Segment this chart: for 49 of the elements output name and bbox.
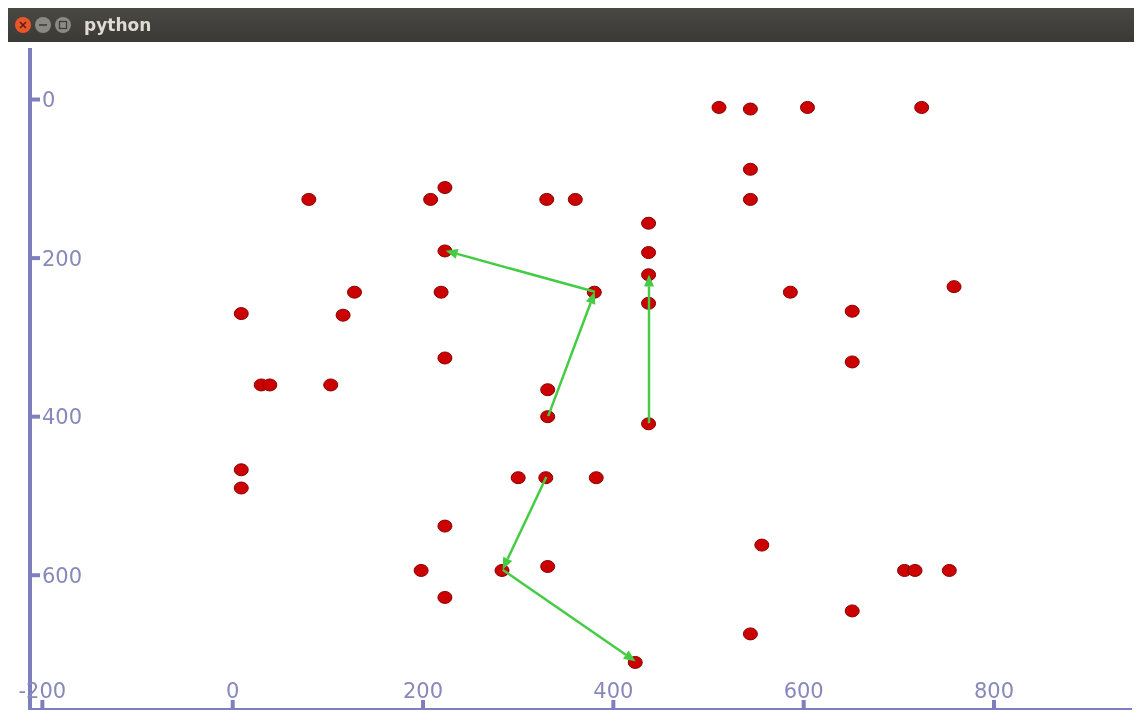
point [437, 351, 453, 365]
point [233, 463, 249, 477]
x-tick-label: 0 [226, 679, 240, 703]
point [567, 192, 583, 206]
y-tick-label: 200 [42, 246, 83, 271]
point [335, 308, 351, 322]
x-tick-label: 600 [783, 679, 824, 703]
y-tick-label: 400 [42, 405, 83, 430]
point [588, 471, 604, 485]
point [641, 216, 657, 230]
y-tick-label: 600 [42, 563, 83, 588]
point [782, 285, 798, 299]
chart-title: python [84, 15, 152, 35]
point [907, 563, 923, 577]
point [941, 563, 957, 577]
point [742, 192, 758, 206]
point [347, 285, 363, 299]
x-tick-label: 200 [402, 679, 444, 703]
y-tick-label: 0 [42, 87, 56, 112]
point [233, 307, 249, 321]
point [540, 560, 556, 573]
point [423, 192, 439, 206]
x-tick-label: 400 [593, 679, 634, 703]
point [413, 563, 429, 577]
point [799, 100, 815, 114]
point [301, 192, 317, 206]
point [754, 538, 770, 552]
point [742, 102, 758, 116]
point [844, 604, 860, 618]
point [742, 162, 758, 176]
point [437, 590, 453, 604]
point [433, 285, 449, 299]
point [844, 304, 860, 318]
point [641, 417, 657, 431]
point [233, 481, 249, 495]
point [711, 100, 727, 114]
point [742, 627, 758, 641]
point [437, 519, 453, 533]
point [323, 378, 339, 392]
point [641, 246, 657, 260]
point [844, 355, 860, 369]
point [946, 280, 962, 294]
point [437, 181, 453, 195]
point [262, 378, 278, 392]
point [540, 383, 556, 397]
point [539, 192, 555, 206]
point [914, 100, 930, 114]
x-tick-label: 800 [973, 679, 1015, 703]
point [510, 471, 526, 485]
